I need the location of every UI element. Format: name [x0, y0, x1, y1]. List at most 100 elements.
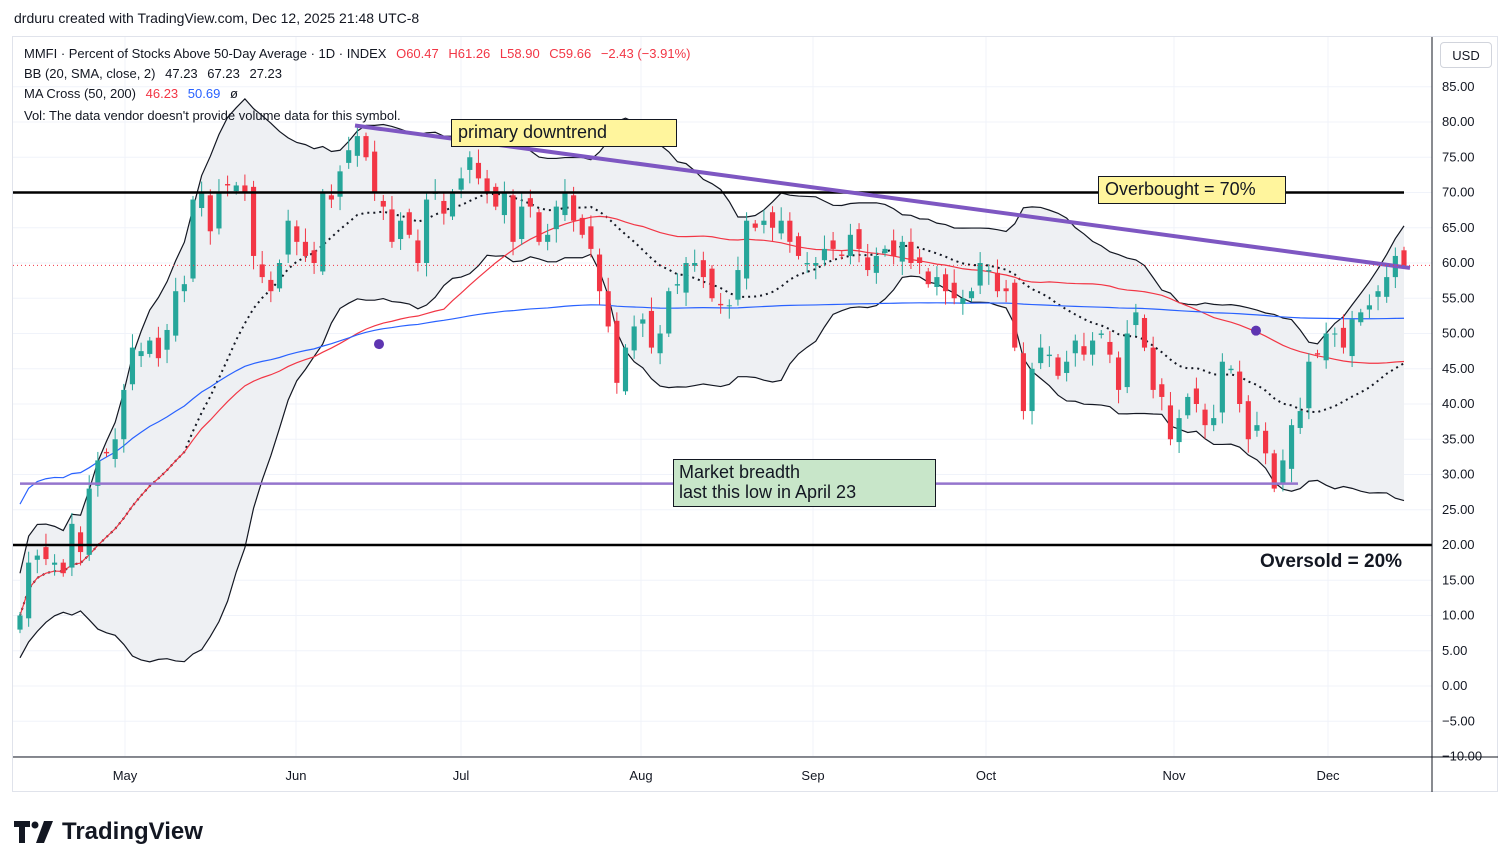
candle	[934, 266, 940, 296]
legend-ma-row[interactable]: MA Cross (50, 200) 46.23 50.69 ø	[24, 86, 238, 102]
candle	[1133, 303, 1139, 336]
candle	[847, 223, 853, 265]
y-tick-label: 40.00	[1442, 396, 1475, 411]
candle	[622, 344, 629, 395]
candle	[873, 247, 879, 284]
downtrend-line	[354, 123, 1411, 270]
candle-body	[1133, 312, 1139, 326]
candle-body	[640, 319, 646, 324]
candle	[795, 232, 802, 260]
candle	[467, 151, 473, 184]
candle-body	[865, 257, 871, 271]
candle	[250, 180, 257, 270]
candle	[173, 277, 179, 342]
candle	[1124, 320, 1130, 394]
candle	[311, 241, 317, 274]
candle	[813, 257, 819, 280]
candle	[207, 189, 213, 245]
x-tick-label: May	[113, 768, 138, 783]
candle	[1375, 285, 1381, 311]
candle	[1271, 449, 1277, 493]
candle	[1384, 263, 1390, 303]
candle-body	[181, 284, 187, 292]
tradingview-logo[interactable]: TradingView	[14, 818, 203, 846]
candle-body	[415, 240, 421, 263]
candle-body	[138, 351, 144, 357]
candle-body	[614, 320, 620, 383]
candle	[26, 551, 32, 627]
candle-body	[216, 192, 222, 229]
ohlc-change: −2.43 (−3.91%)	[600, 46, 691, 61]
candle	[510, 189, 516, 256]
candle-body	[726, 305, 732, 307]
candle	[398, 212, 404, 250]
candle-body	[605, 291, 611, 327]
candle	[52, 554, 58, 576]
candle-body	[631, 326, 637, 351]
candle	[951, 269, 957, 305]
candle	[320, 188, 326, 275]
candle	[865, 243, 871, 277]
candle-body	[1038, 347, 1044, 364]
candle	[1098, 329, 1104, 339]
candle	[605, 277, 611, 333]
candle-body	[1098, 333, 1104, 335]
candle-body	[519, 206, 525, 240]
candle	[1090, 332, 1096, 366]
candle	[1159, 378, 1165, 411]
legend-symbol-row[interactable]: MMFI · Percent of Stocks Above 50-Day Av…	[24, 46, 690, 62]
candle-body	[389, 209, 395, 242]
candle	[285, 209, 291, 263]
candle-body	[346, 150, 352, 163]
y-tick-label: 5.00	[1442, 643, 1467, 658]
candle	[1038, 334, 1044, 370]
candle	[1167, 392, 1174, 446]
candle	[129, 334, 136, 391]
candle-body	[354, 136, 360, 156]
candle	[917, 248, 923, 274]
candle-body	[77, 532, 84, 553]
candle	[1254, 411, 1260, 437]
x-tick-label: Sep	[801, 768, 824, 783]
candle-body	[917, 257, 923, 263]
bollinger-lower	[19, 253, 1405, 663]
candle-body	[648, 310, 655, 348]
candle	[1237, 360, 1243, 413]
candle-body	[190, 199, 196, 279]
candle	[1185, 393, 1191, 419]
candle-body	[1029, 368, 1035, 412]
candle-body	[527, 198, 533, 207]
x-tick-label: Aug	[629, 768, 652, 783]
candle	[1306, 353, 1312, 420]
candle-body	[311, 250, 317, 263]
candle-body	[1271, 453, 1277, 489]
candle-body	[960, 298, 966, 304]
candle-body	[449, 192, 456, 217]
candle	[856, 223, 862, 263]
bb-basis: 47.23	[165, 66, 198, 81]
candle-body	[847, 234, 853, 256]
y-tick-label: 10.00	[1442, 608, 1475, 623]
candle	[631, 315, 637, 359]
ma-slow-value: 50.69	[187, 86, 221, 101]
candle-body	[778, 220, 784, 234]
candle-body	[1306, 361, 1312, 409]
golden-cross-marker	[374, 339, 384, 350]
candle-body	[1193, 388, 1199, 404]
candle	[372, 140, 378, 201]
candle-body	[596, 254, 603, 292]
candle	[1176, 409, 1182, 453]
legend-bb-row[interactable]: BB (20, SMA, close, 2) 47.23 67.23 27.23	[24, 66, 282, 82]
candle	[1046, 346, 1052, 367]
candle	[778, 207, 784, 240]
candle-body	[225, 184, 231, 186]
candle	[190, 196, 196, 283]
candle	[1349, 310, 1355, 367]
candle-body	[1107, 341, 1113, 355]
candle	[657, 325, 663, 365]
candle	[389, 196, 395, 248]
candle	[337, 165, 343, 211]
currency-button[interactable]: USD	[1440, 42, 1492, 68]
candle-body	[1263, 430, 1269, 454]
